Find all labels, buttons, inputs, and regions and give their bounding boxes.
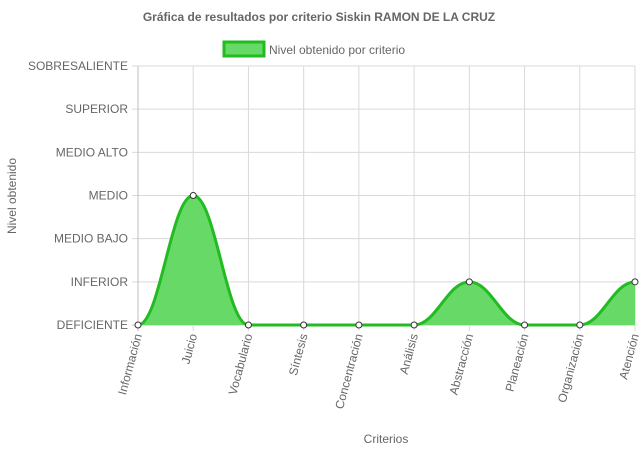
x-tick-label: Juicio xyxy=(179,332,201,366)
y-tick-label: SOBRESALIENTE xyxy=(28,59,128,73)
x-tick-label: Vocabulario xyxy=(226,332,256,397)
x-tick-label: Planeación xyxy=(503,332,532,393)
x-axis-ticks: Información Juicio Vocabulario Síntesis Conc… xyxy=(115,332,639,411)
y-tick-label: MEDIO BAJO xyxy=(54,232,128,246)
x-tick-label: Organización xyxy=(555,332,587,404)
data-point[interactable] xyxy=(576,321,584,329)
y-tick-label: SUPERIOR xyxy=(65,102,128,116)
data-points xyxy=(134,192,639,329)
legend[interactable]: Nivel obtenido por criterio xyxy=(222,40,405,58)
y-tick-label: DEFICIENTE xyxy=(57,318,128,332)
y-axis-ticks: DEFICIENTE INFERIOR MEDIO BAJO MEDIO MEDIO A… xyxy=(28,59,128,332)
data-point[interactable] xyxy=(244,321,252,329)
y-tick-label: MEDIO xyxy=(89,189,128,203)
data-point[interactable] xyxy=(521,321,529,329)
data-point[interactable] xyxy=(465,278,473,286)
data-point[interactable] xyxy=(134,321,142,329)
data-point[interactable] xyxy=(300,321,308,329)
series-area xyxy=(137,193,636,327)
legend-swatch xyxy=(222,40,266,58)
series-line xyxy=(137,193,636,327)
data-point[interactable] xyxy=(355,321,363,329)
chart-title: Gráfica de resultados por criterio Siski… xyxy=(143,10,495,24)
data-point[interactable] xyxy=(631,278,639,286)
x-tick-label: Concentración xyxy=(332,332,366,410)
data-point[interactable] xyxy=(189,192,197,199)
x-tick-label: Abstracción xyxy=(446,332,476,396)
x-tick-label: Síntesis xyxy=(286,332,311,377)
y-axis-title: Nivel obtenido xyxy=(5,158,19,234)
x-tick-label: Análisis xyxy=(397,332,421,376)
y-tick-label: INFERIOR xyxy=(71,275,129,289)
x-tick-label: Información xyxy=(115,332,145,396)
x-axis-title: Criterios xyxy=(364,432,409,446)
legend-label: Nivel obtenido por criterio xyxy=(269,43,405,57)
x-tick-label: Atención xyxy=(616,332,639,381)
series-fill xyxy=(138,195,635,325)
data-point[interactable] xyxy=(410,321,418,329)
y-tick-label: MEDIO ALTO xyxy=(56,145,128,159)
